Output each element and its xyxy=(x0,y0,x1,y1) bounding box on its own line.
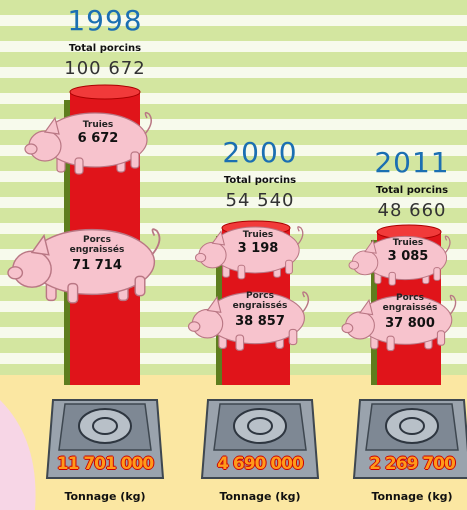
sows: 6 672 xyxy=(78,131,119,146)
tonnage: 2 269 700 xyxy=(369,454,455,474)
scale-dial xyxy=(386,409,438,443)
sows: 3 085 xyxy=(388,249,429,264)
year: 2011 xyxy=(374,148,449,178)
cylinder-top xyxy=(70,85,140,99)
fattened: 71 714 xyxy=(72,258,122,273)
year: 1998 xyxy=(67,6,142,36)
infographic: 1998Total porcins100 672Truies6 672Porcs… xyxy=(0,0,467,510)
total: 100 672 xyxy=(64,59,145,79)
tonnage-label: Tonnage (kg) xyxy=(371,490,452,503)
scale-dial xyxy=(79,409,131,443)
tonnage-label: Tonnage (kg) xyxy=(219,490,300,503)
fattened: 38 857 xyxy=(235,314,285,329)
total: 54 540 xyxy=(226,191,295,211)
fattened-label: Porcs engraissés xyxy=(379,293,441,313)
fattened: 37 800 xyxy=(385,316,435,331)
sows-label: Truies xyxy=(393,238,424,248)
scale-dial xyxy=(234,409,286,443)
year: 2000 xyxy=(222,138,297,168)
total-label: Total porcins xyxy=(224,175,296,187)
fattened-label: Porcs engraissés xyxy=(229,291,291,311)
tonnage-label: Tonnage (kg) xyxy=(64,490,145,503)
fattened-label: Porcs engraissés xyxy=(66,235,128,255)
pink-blob xyxy=(0,400,36,510)
tonnage: 4 690 000 xyxy=(217,454,303,474)
tonnage: 11 701 000 xyxy=(57,454,153,474)
sows: 3 198 xyxy=(238,241,279,256)
total: 48 660 xyxy=(378,201,447,221)
sows-label: Truies xyxy=(83,120,114,130)
total-label: Total porcins xyxy=(69,43,141,55)
sows-label: Truies xyxy=(243,230,274,240)
total-label: Total porcins xyxy=(376,185,448,197)
